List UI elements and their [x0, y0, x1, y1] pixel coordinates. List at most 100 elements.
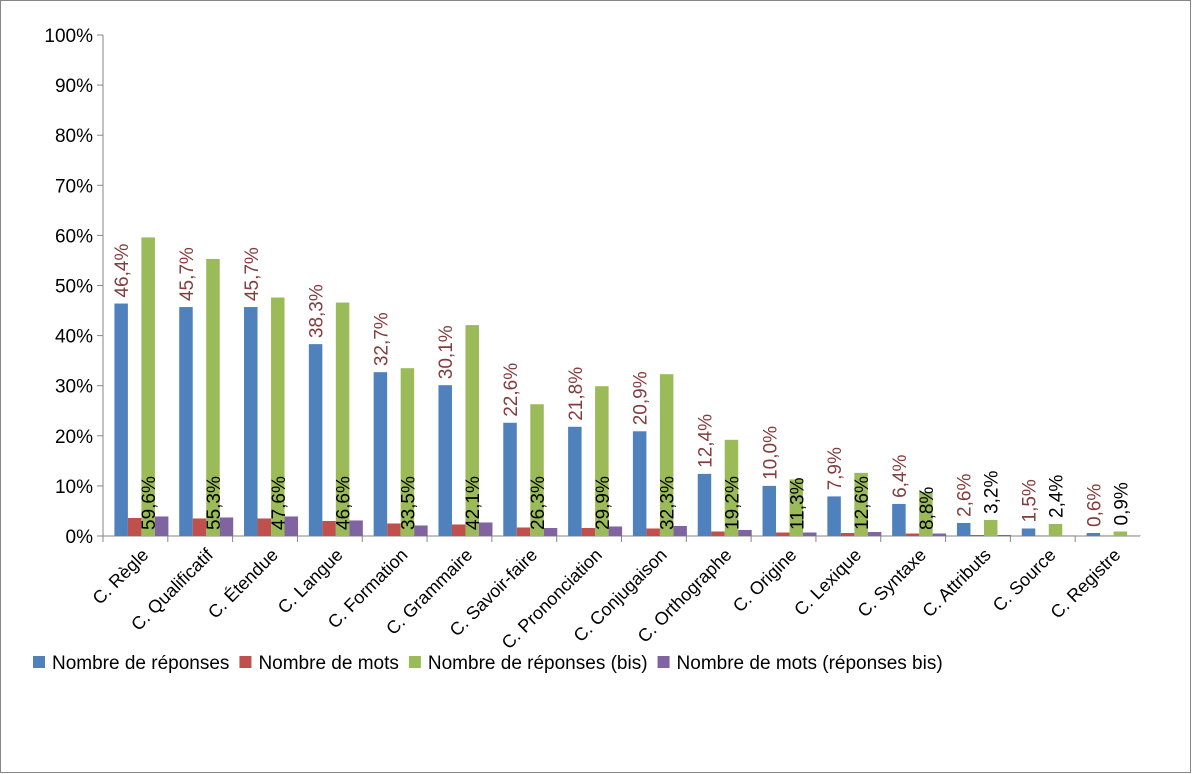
bar [1021, 528, 1036, 536]
value-label: 30,1% [436, 325, 457, 379]
bar [503, 422, 517, 536]
bar [179, 307, 193, 536]
value-label: 1,5% [1020, 479, 1041, 522]
bar [762, 485, 777, 536]
bar [322, 520, 336, 536]
bar [141, 237, 155, 537]
bar [127, 517, 142, 536]
y-tick-label: 50% [55, 277, 93, 298]
value-label: 12,4% [695, 414, 716, 468]
value-label: 0,9% [1111, 482, 1132, 525]
bar [335, 302, 350, 536]
bar [608, 526, 623, 536]
bar [114, 303, 128, 536]
bar [349, 520, 363, 536]
y-tick-label: 40% [55, 327, 93, 348]
value-label: 29,9% [593, 476, 614, 530]
bar [892, 503, 906, 536]
bar [776, 532, 790, 536]
bar [595, 386, 609, 536]
bar [192, 518, 207, 536]
bar [451, 524, 466, 536]
bar [646, 528, 660, 536]
bar [530, 404, 544, 536]
value-label: 55,3% [204, 476, 225, 530]
bar [154, 516, 169, 536]
y-tick-label: 70% [55, 176, 93, 197]
bar [854, 472, 868, 536]
bar [789, 479, 804, 536]
legend-swatch [239, 656, 252, 668]
value-label: 45,7% [242, 247, 263, 301]
y-tick-label: 30% [55, 377, 93, 398]
bar [206, 258, 220, 536]
legend-label: Nombre de mots [258, 653, 398, 674]
y-tick-label: 60% [55, 226, 93, 247]
legend-label: Nombre de réponses (bis) [428, 653, 648, 674]
value-label: 20,9% [631, 371, 652, 425]
bar [970, 534, 984, 536]
bar [1048, 523, 1063, 536]
value-label: 11,3% [787, 477, 808, 530]
bar [919, 491, 933, 536]
bar [632, 431, 647, 536]
y-tick-label: 0% [66, 527, 94, 548]
value-label: 0,6% [1084, 484, 1105, 527]
bar [543, 527, 558, 536]
bar [867, 531, 882, 536]
bar [465, 325, 479, 536]
bar [478, 522, 493, 536]
legend-swatch [33, 656, 45, 668]
y-tick-label: 80% [55, 126, 93, 147]
bar [840, 532, 855, 536]
value-label: 19,2% [722, 476, 743, 530]
value-label: 10,0% [760, 426, 781, 480]
bar [284, 516, 299, 536]
value-label: 7,9% [825, 447, 846, 490]
bar [1086, 532, 1101, 536]
bar [659, 374, 674, 536]
value-label: 32,7% [371, 312, 392, 366]
bar [1113, 531, 1128, 536]
legend-swatch [408, 656, 421, 668]
bar [373, 372, 388, 536]
value-label: 3,2% [982, 471, 1003, 514]
value-label: 46,4% [112, 244, 133, 298]
bar [932, 533, 947, 536]
bar [724, 439, 739, 536]
bar [438, 385, 452, 536]
bar [983, 519, 998, 536]
bar [738, 529, 752, 536]
bar [271, 297, 285, 536]
value-label: 2,4% [1047, 475, 1068, 518]
bar [568, 426, 582, 536]
value-label: 32,3% [658, 476, 679, 530]
bar [905, 533, 920, 536]
bar [581, 527, 596, 536]
bar [997, 534, 1011, 536]
y-tick-label: 10% [55, 477, 93, 498]
bar [308, 344, 323, 536]
value-label: 46,6% [334, 476, 355, 530]
y-tick-label: 100% [44, 26, 93, 47]
value-label: 12,6% [852, 476, 873, 530]
bar [803, 532, 817, 536]
bar [257, 518, 272, 536]
bar [516, 527, 531, 536]
legend-label: Nombre de mots (réponses bis) [677, 653, 943, 674]
value-label: 26,3% [528, 476, 549, 530]
bar [244, 307, 258, 536]
value-label: 38,3% [307, 284, 328, 338]
value-label: 6,4% [890, 455, 911, 498]
legend-label: Nombre de réponses [52, 653, 229, 674]
bar [400, 368, 415, 536]
legend-swatch [657, 656, 670, 668]
y-tick-label: 90% [55, 76, 93, 97]
value-label: 2,6% [955, 474, 976, 517]
bar [414, 525, 428, 536]
bar [1127, 535, 1141, 536]
bar [387, 523, 401, 536]
bar [711, 531, 725, 536]
value-label: 45,7% [177, 247, 198, 301]
